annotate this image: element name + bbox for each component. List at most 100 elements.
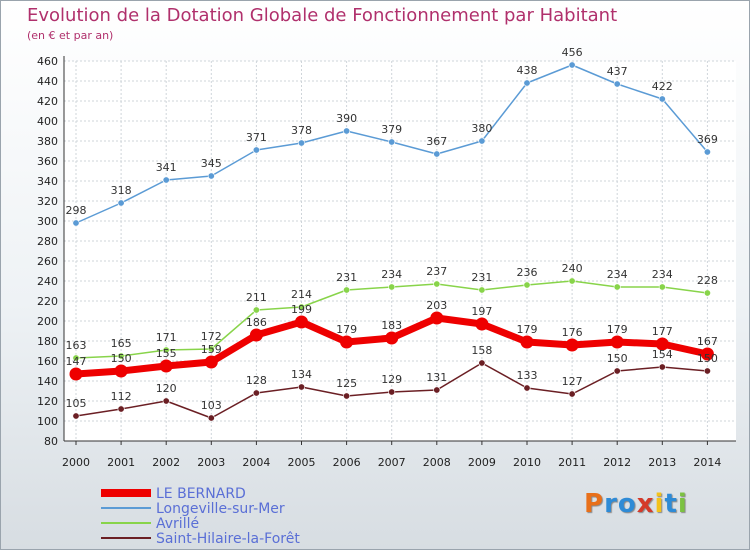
data-label: 231 (336, 271, 357, 284)
data-label: 390 (336, 112, 357, 125)
plot-area (64, 61, 736, 441)
data-point (703, 289, 711, 297)
data-label: 380 (471, 122, 492, 135)
logo-letter: P (584, 489, 605, 519)
data-point (117, 352, 125, 360)
data-point (72, 354, 80, 362)
x-tick-label: 2013 (648, 456, 676, 469)
data-label: 150 (111, 352, 132, 365)
data-label: 150 (697, 352, 718, 365)
data-label: 379 (381, 123, 402, 136)
data-point (117, 199, 125, 207)
data-label: 228 (697, 274, 718, 287)
data-point (433, 150, 441, 158)
data-point (252, 306, 260, 314)
data-point (478, 137, 486, 145)
logo-letter: r (604, 489, 618, 519)
data-label: 125 (336, 377, 357, 390)
data-point (658, 283, 666, 291)
data-label: 197 (471, 305, 492, 318)
data-label: 131 (426, 371, 447, 384)
data-point (613, 80, 621, 88)
data-label: 134 (291, 368, 312, 381)
x-tick-label: 2012 (603, 456, 631, 469)
data-point (252, 146, 260, 154)
data-point (388, 138, 396, 146)
data-label: 129 (381, 373, 402, 386)
data-label: 438 (517, 64, 538, 77)
data-label: 128 (246, 374, 267, 387)
data-label: 456 (562, 46, 583, 59)
data-label: 369 (697, 133, 718, 146)
data-point (343, 392, 351, 400)
y-tick-label: 400 (37, 115, 58, 128)
data-point (613, 283, 621, 291)
proxiti-logo: Proxiti (584, 489, 688, 519)
y-tick-label: 320 (37, 195, 58, 208)
data-point (117, 405, 125, 413)
x-tick-label: 2003 (197, 456, 225, 469)
data-label: 345 (201, 157, 222, 170)
data-point (72, 412, 80, 420)
data-point (162, 397, 170, 405)
y-tick-label: 280 (37, 235, 58, 248)
data-label: 150 (607, 352, 628, 365)
x-tick-label: 2010 (513, 456, 541, 469)
data-label: 159 (201, 343, 222, 356)
logo-letter: o (617, 489, 637, 519)
data-label: 127 (562, 375, 583, 388)
data-label: 234 (652, 268, 673, 281)
data-label: 177 (652, 325, 673, 338)
data-label: 103 (201, 399, 222, 412)
data-point (340, 335, 354, 349)
data-label: 158 (471, 344, 492, 357)
data-label: 237 (426, 265, 447, 278)
y-tick-label: 380 (37, 135, 58, 148)
x-tick-label: 2007 (378, 456, 406, 469)
data-point (343, 286, 351, 294)
data-label: 236 (517, 266, 538, 279)
data-point (520, 335, 534, 349)
data-label: 155 (156, 347, 177, 360)
x-tick-label: 2005 (288, 456, 316, 469)
data-label: 183 (381, 319, 402, 332)
data-label: 133 (517, 369, 538, 382)
y-tick-label: 360 (37, 155, 58, 168)
data-point (703, 148, 711, 156)
data-label: 211 (246, 291, 267, 304)
data-point (613, 367, 621, 375)
data-point (252, 389, 260, 397)
data-point (159, 359, 173, 373)
data-label: 179 (336, 323, 357, 336)
data-point (343, 127, 351, 135)
y-tick-label: 100 (37, 415, 58, 428)
data-label: 298 (66, 204, 87, 217)
data-label: 240 (562, 262, 583, 275)
data-point (385, 331, 399, 345)
x-tick-label: 2000 (62, 456, 90, 469)
data-point (523, 384, 531, 392)
x-tick-label: 2006 (333, 456, 361, 469)
data-point (114, 364, 128, 378)
x-tick-label: 2008 (423, 456, 451, 469)
data-label: 231 (471, 271, 492, 284)
data-point (475, 317, 489, 331)
y-tick-label: 460 (37, 55, 58, 68)
data-label: 341 (156, 161, 177, 174)
x-tick-label: 2002 (152, 456, 180, 469)
data-point (565, 338, 579, 352)
data-label: 179 (517, 323, 538, 336)
data-label: 154 (652, 348, 673, 361)
y-tick-label: 240 (37, 275, 58, 288)
y-tick-label: 140 (37, 375, 58, 388)
data-point (69, 367, 83, 381)
data-point (388, 283, 396, 291)
data-point (523, 281, 531, 289)
data-point (72, 219, 80, 227)
data-point (297, 383, 305, 391)
data-point (703, 367, 711, 375)
data-label: 203 (426, 299, 447, 312)
data-label: 163 (66, 339, 87, 352)
